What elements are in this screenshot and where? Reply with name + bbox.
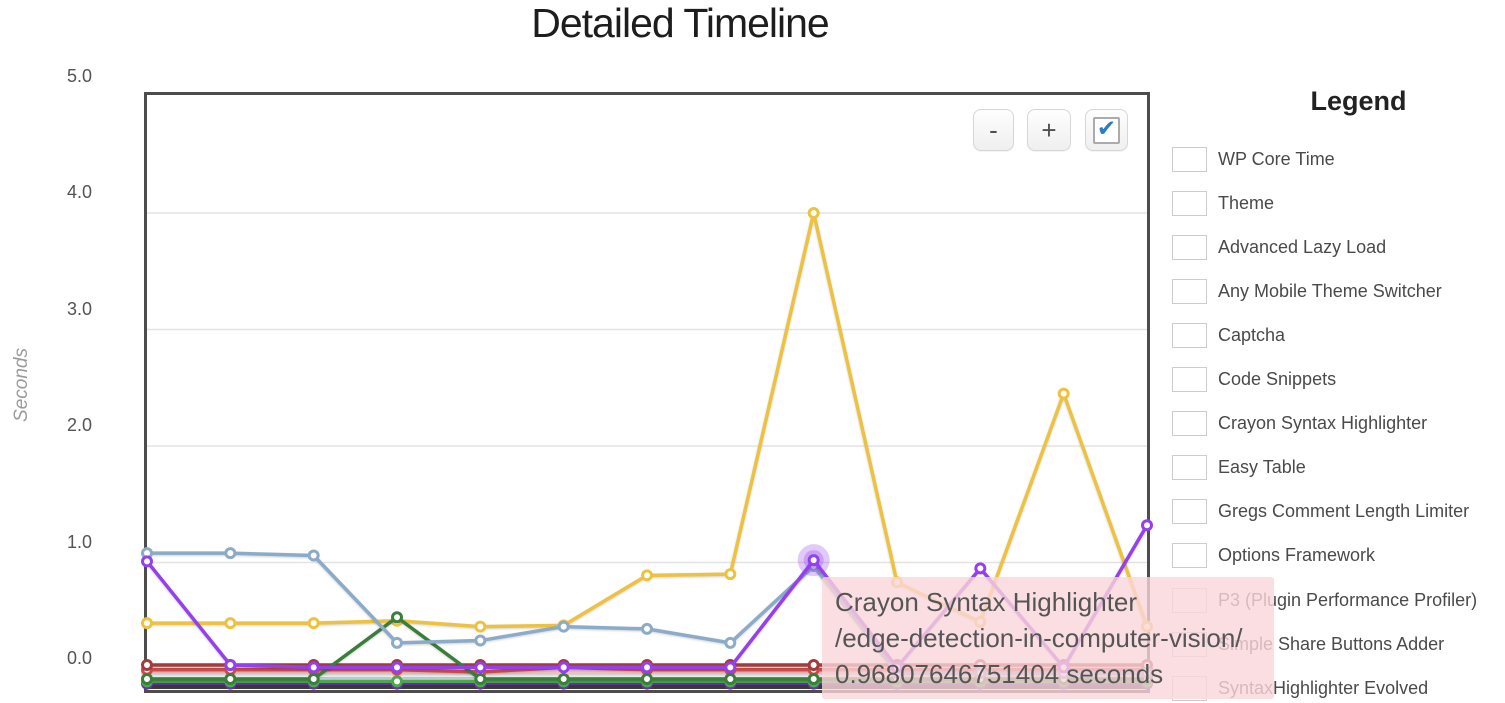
data-point[interactable]: [391, 661, 403, 674]
legend-item-label: Theme: [1218, 192, 1275, 213]
legend-item: Any Mobile Theme Switcher: [1172, 278, 1442, 304]
data-point[interactable]: [307, 673, 320, 685]
toggle-button[interactable]: ✔: [1085, 109, 1128, 151]
data-point[interactable]: [807, 673, 820, 685]
data-point[interactable]: [307, 549, 320, 562]
legend-item-label: Any Mobile Theme Switcher: [1218, 280, 1442, 301]
tooltip-series-name: Crayon Syntax Highlighter: [835, 587, 1138, 617]
data-point[interactable]: [474, 620, 487, 633]
legend-item: Gregs Comment Length Limiter: [1172, 499, 1469, 525]
legend-item-label: Easy Table: [1218, 457, 1306, 478]
zoom-in-button[interactable]: +: [1027, 109, 1071, 151]
data-point[interactable]: [224, 617, 237, 630]
legend-heading: Legend: [1310, 86, 1407, 116]
data-point[interactable]: [641, 661, 653, 674]
data-point[interactable]: [641, 569, 653, 582]
data-point[interactable]: [141, 673, 153, 685]
data-point[interactable]: [224, 547, 237, 560]
data-point[interactable]: [724, 661, 737, 674]
data-point[interactable]: [724, 673, 737, 685]
legend-item-label: Gregs Comment Length Limiter: [1218, 501, 1470, 522]
legend-item-label: WP Core Time: [1218, 148, 1335, 169]
data-point[interactable]: [141, 555, 153, 568]
data-point[interactable]: [641, 622, 653, 635]
legend-swatch: [1172, 146, 1207, 172]
legend-item-label: Simple Share Buttons Adder: [1218, 633, 1445, 654]
legend-item: Code Snippets: [1172, 367, 1336, 393]
tooltip-page-url: /edge-detection-in-computer-vision/: [835, 623, 1243, 653]
y-tick-label: 3.0: [66, 298, 92, 319]
series-wp-core-time[interactable]: [141, 207, 1153, 633]
zoom-out-label: -: [989, 114, 998, 145]
series-line: [147, 211, 1149, 629]
data-point[interactable]: [724, 636, 737, 649]
data-point[interactable]: [391, 611, 403, 624]
legend-item: Crayon Syntax Highlighter: [1172, 411, 1427, 437]
tooltip-seconds-value: 0.96807646751404 seconds: [835, 659, 1164, 689]
data-point[interactable]: [1141, 519, 1153, 532]
data-point[interactable]: [974, 562, 987, 575]
data-point[interactable]: [474, 634, 487, 647]
y-tick-label: 4.0: [66, 182, 92, 202]
checkmark-icon: ✔: [1096, 115, 1117, 141]
legend-item: Advanced Lazy Load: [1172, 234, 1386, 260]
legend-swatch: [1172, 367, 1207, 392]
plot-border: [144, 92, 1150, 693]
data-point[interactable]: [307, 617, 320, 630]
legend-swatch: [1172, 455, 1207, 481]
data-point[interactable]: [557, 673, 570, 685]
data-point[interactable]: [724, 568, 737, 581]
legend-item-label: Options Framework: [1218, 545, 1376, 566]
data-point[interactable]: [807, 659, 820, 672]
zoom-out-button[interactable]: -: [973, 109, 1014, 151]
legend-item: Options Framework: [1172, 543, 1375, 569]
legend-item: Theme: [1172, 190, 1274, 216]
data-point[interactable]: [224, 659, 237, 672]
legend-swatch: [1172, 411, 1207, 437]
legend-swatch: [1172, 543, 1207, 569]
data-point[interactable]: [474, 673, 487, 685]
y-tick-label: 5.0: [66, 65, 92, 86]
data-point[interactable]: [1057, 387, 1070, 400]
legend-swatch: [1172, 322, 1207, 348]
data-point[interactable]: [224, 673, 237, 685]
legend-swatch: [1172, 499, 1207, 525]
legend-swatch: [1172, 234, 1207, 260]
legend-item-label: Code Snippets: [1218, 369, 1337, 389]
data-point[interactable]: [391, 675, 403, 688]
data-point[interactable]: [807, 207, 820, 219]
checkbox[interactable]: ✔: [1093, 115, 1120, 144]
data-point[interactable]: [807, 554, 820, 567]
y-tick-label: 2.0: [66, 415, 92, 435]
legend-item-label: Captcha: [1218, 324, 1286, 345]
data-point[interactable]: [391, 636, 403, 649]
legend-item: Easy Table: [1172, 455, 1306, 481]
data-point[interactable]: [557, 661, 570, 674]
legend-swatch: [1172, 190, 1207, 216]
y-tick-label: 0.0: [66, 648, 92, 668]
data-point[interactable]: [307, 661, 320, 674]
legend-item-label: Crayon Syntax Highlighter: [1218, 413, 1428, 434]
data-point[interactable]: [141, 659, 153, 672]
data-point[interactable]: [141, 617, 153, 630]
legend-item-label: Advanced Lazy Load: [1218, 236, 1387, 257]
hover-tooltip: Crayon Syntax Highlighter /edge-detectio…: [822, 577, 1274, 699]
legend-item: WP Core Time: [1172, 146, 1335, 172]
page-title: Detailed Timeline: [531, 0, 830, 46]
legend-item: Captcha: [1172, 322, 1285, 348]
zoom-in-label: +: [1041, 114, 1057, 145]
data-point[interactable]: [557, 620, 570, 633]
legend-swatch: [1172, 278, 1207, 304]
y-tick-label: 1.0: [66, 531, 92, 552]
legend-item-label: P3 (Plugin Performance Profiler): [1218, 589, 1478, 610]
data-point[interactable]: [641, 673, 653, 685]
data-point[interactable]: [474, 661, 487, 674]
